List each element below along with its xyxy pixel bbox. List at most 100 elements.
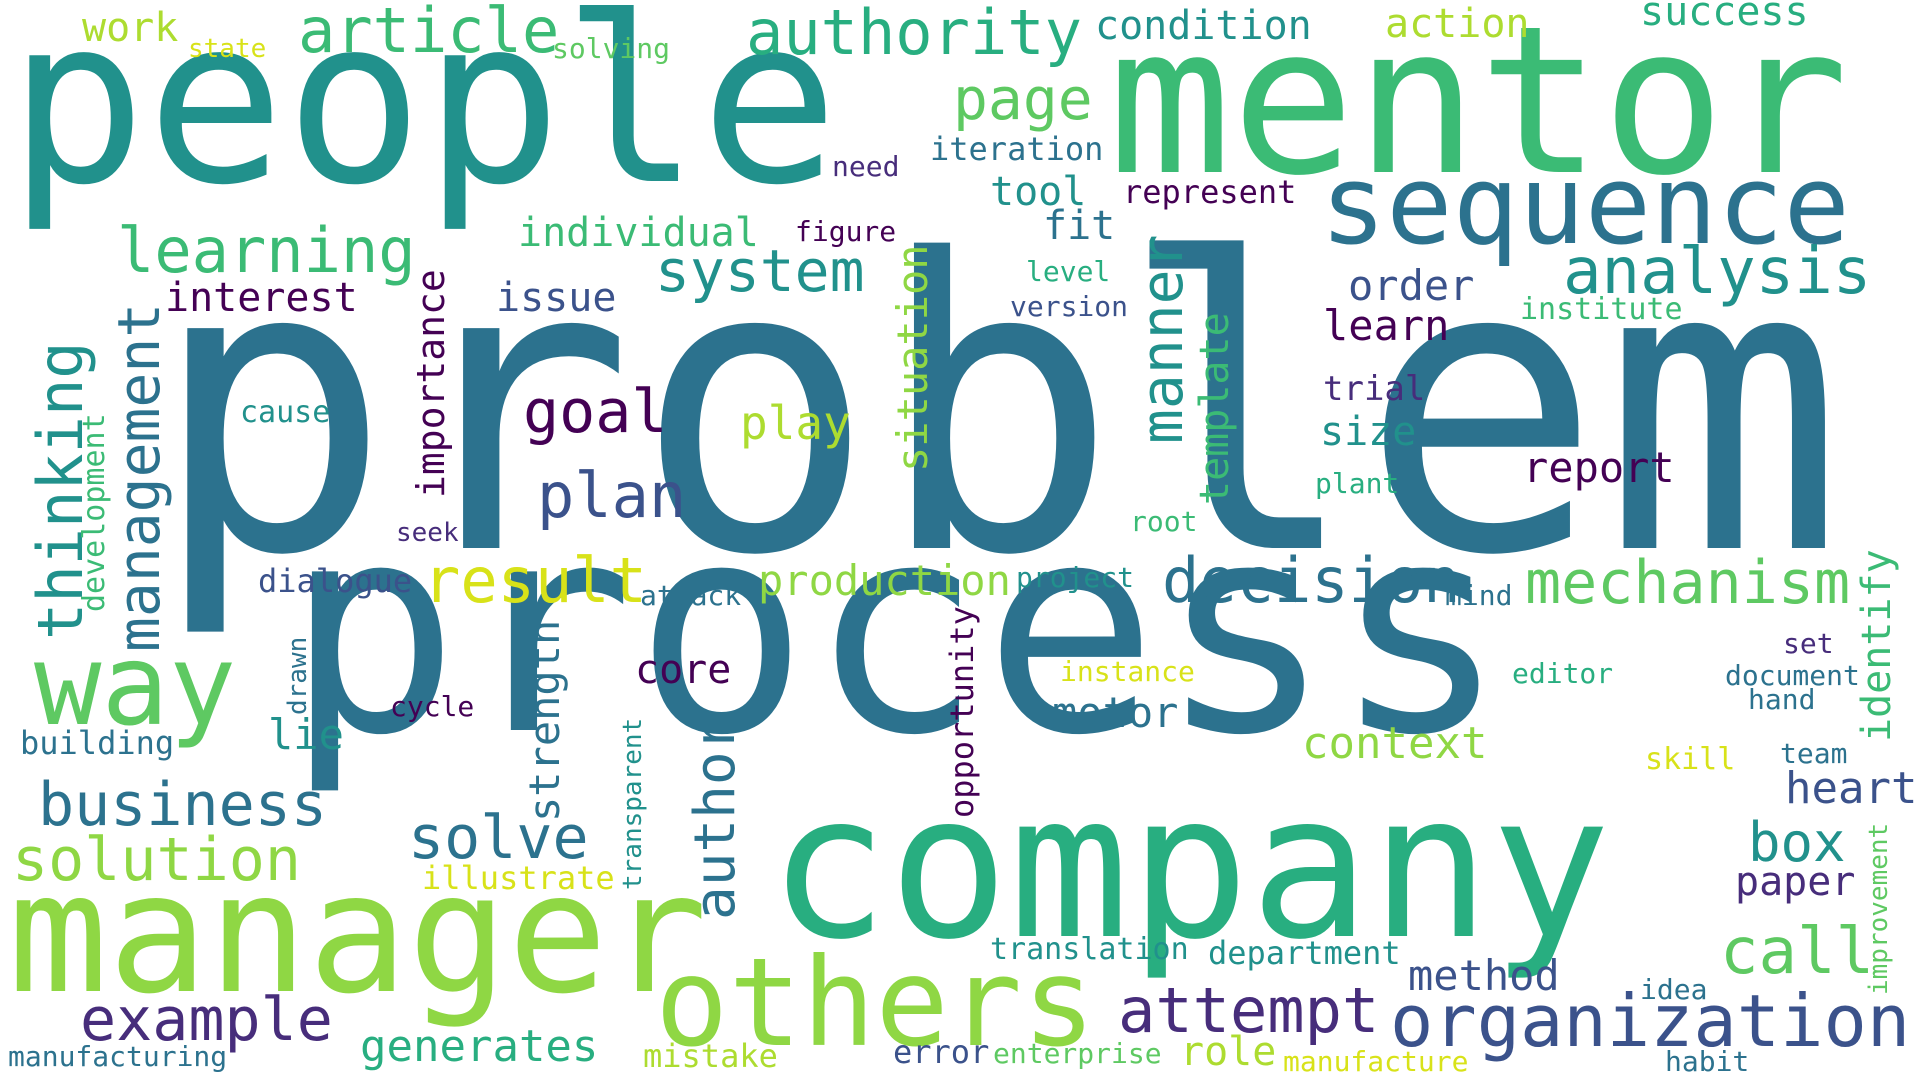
word-order: order (1348, 261, 1475, 310)
word-plan: plan (537, 459, 687, 532)
word-work: work (82, 5, 179, 51)
word-mistake: mistake (643, 1037, 778, 1075)
word-transparent: transparent (618, 717, 648, 890)
word-success: success (1640, 0, 1809, 35)
word-process: process (285, 462, 1508, 799)
word-manager: manager (8, 838, 708, 1031)
word-figure: figure (795, 215, 897, 248)
word-plant: plant (1315, 467, 1400, 500)
word-system: system (655, 237, 865, 305)
word-play: play (740, 396, 851, 450)
word-identify: identify (1854, 549, 1900, 742)
word-manner: manner (1128, 234, 1196, 444)
word-habit: habit (1665, 1045, 1750, 1078)
word-paper: paper (1735, 859, 1856, 905)
word-business: business (38, 770, 327, 840)
word-trial: trial (1323, 369, 1426, 409)
word-hand: hand (1748, 683, 1816, 716)
word-sequence: sequence (1320, 141, 1850, 269)
word-enterprise: enterprise (993, 1037, 1162, 1070)
word-improvement: improvement (1864, 822, 1894, 995)
word-organization: organization (1390, 979, 1911, 1063)
word-institute: institute (1520, 292, 1683, 327)
word-fit: fit (1043, 203, 1116, 249)
word-project: project (1016, 561, 1135, 594)
word-drawn: drawn (283, 636, 313, 715)
word-represent: represent (1123, 173, 1297, 211)
word-solving: solving (552, 32, 671, 65)
word-others: others (655, 932, 1096, 1074)
word-need: need (832, 150, 900, 183)
word-solve: solve (408, 803, 589, 873)
word-core: core (635, 647, 732, 693)
word-department: department (1208, 934, 1401, 972)
word-problem: problem (150, 175, 1845, 643)
word-lie: lie (268, 710, 344, 759)
word-generates: generates (360, 1021, 599, 1072)
word-seek: seek (396, 518, 459, 548)
word-heart: heart (1785, 763, 1918, 814)
word-article: article (298, 0, 560, 67)
word-issue: issue (496, 275, 617, 321)
word-situation: situation (888, 244, 937, 472)
word-author: author (683, 717, 748, 920)
word-attempt: attempt (1118, 974, 1380, 1047)
word-attack: attack (640, 579, 742, 612)
word-importance: importance (409, 269, 453, 498)
word-way: way (34, 621, 237, 751)
word-set: set (1783, 627, 1834, 660)
word-version: version (1010, 290, 1129, 323)
word-analysis: analysis (1563, 235, 1872, 309)
word-management: management (105, 302, 173, 652)
word-mind: mind (1445, 579, 1513, 612)
word-decision: decision (1162, 544, 1461, 617)
word-cycle: cycle (390, 690, 475, 723)
word-interest: interest (165, 275, 358, 321)
word-tool: tool (990, 169, 1087, 215)
word-error: error (893, 1033, 990, 1071)
word-opportunity: opportunity (943, 606, 981, 818)
word-method: method (1408, 951, 1560, 1000)
word-learn: learn (1323, 301, 1450, 350)
word-iteration: iteration (930, 130, 1104, 168)
word-call: call (1720, 915, 1875, 989)
word-mechanism: mechanism (1525, 548, 1851, 618)
word-state: state (188, 34, 267, 64)
word-individual: individual (518, 210, 759, 256)
word-skill: skill (1645, 742, 1736, 777)
word-motor: motor (1052, 688, 1179, 737)
word-box: box (1748, 811, 1846, 874)
word-learning: learning (117, 214, 416, 287)
word-role: role (1180, 1029, 1277, 1075)
word-editor: editor (1512, 657, 1614, 690)
word-dialogue: dialogue (258, 562, 413, 600)
word-level: level (1026, 255, 1111, 288)
word-page: page (953, 65, 1093, 133)
word-team: team (1780, 737, 1848, 770)
word-action: action (1385, 1, 1530, 47)
word-translation: translation (990, 932, 1189, 967)
word-size: size (1320, 409, 1417, 455)
word-production: production (758, 556, 1011, 605)
word-company: company (768, 751, 1611, 984)
word-cause: cause (240, 395, 331, 430)
word-idea: idea (1640, 973, 1708, 1006)
word-document: document (1725, 659, 1860, 692)
word-manufacturing: manufacturing (8, 1040, 228, 1073)
word-mentor: mentor (1108, 0, 1849, 221)
word-goal: goal (523, 377, 668, 447)
word-authority: authority (746, 0, 1082, 69)
word-people: people (8, 0, 839, 236)
word-context: context (1302, 718, 1488, 769)
word-building: building (20, 724, 175, 762)
word-root: root (1130, 505, 1198, 538)
word-result: result (423, 544, 647, 617)
word-illustrate: illustrate (422, 859, 615, 897)
word-report: report (1523, 443, 1675, 492)
word-solution: solution (12, 825, 301, 895)
word-example: example (80, 985, 333, 1055)
word-instance: instance (1060, 655, 1195, 688)
word-template: template (1192, 312, 1238, 505)
word-strength: strength (520, 619, 569, 822)
